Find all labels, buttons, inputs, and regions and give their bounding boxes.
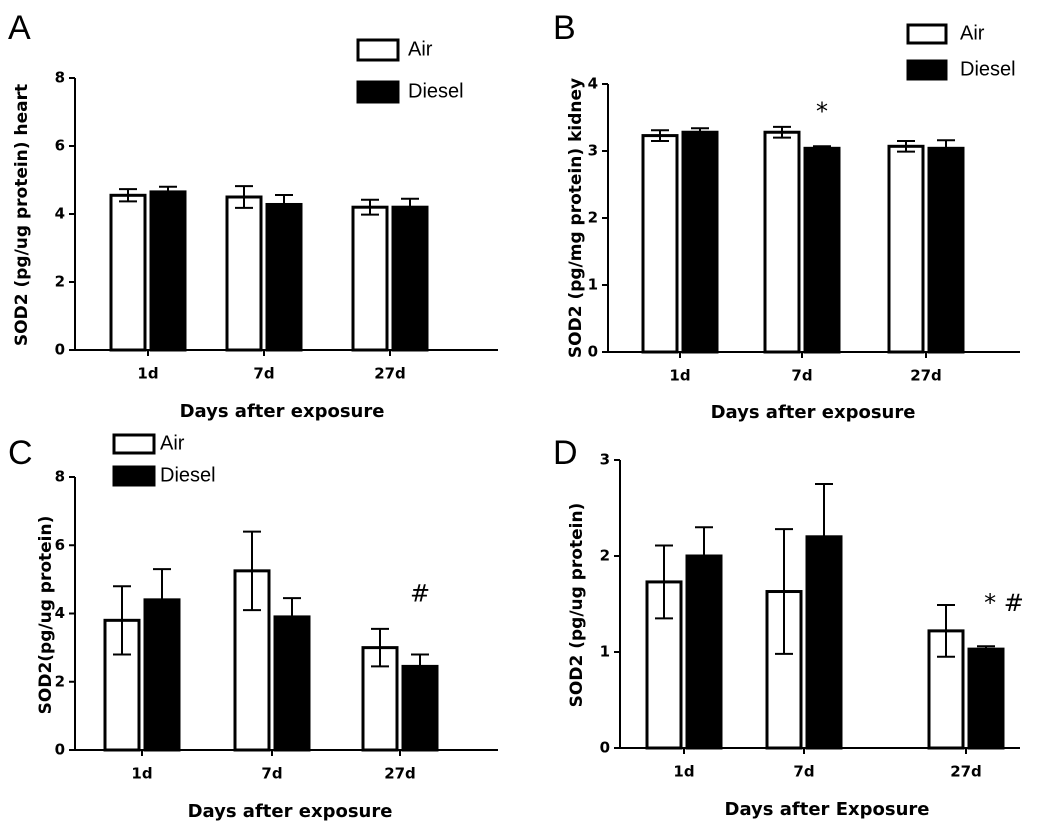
bar-air-7d xyxy=(225,195,263,352)
y-tick-label: 0 xyxy=(55,341,65,359)
legend-swatch-diesel xyxy=(112,465,156,487)
legend-label-diesel: Diesel xyxy=(960,58,1016,80)
x-tick-label: 1d xyxy=(673,763,694,781)
x-tick-label: 1d xyxy=(131,765,152,783)
legend: Air Diesel xyxy=(906,22,1016,81)
legend-swatch-diesel xyxy=(356,80,400,104)
bar-diesel-1d xyxy=(681,130,719,354)
panel-letter: C xyxy=(8,434,33,472)
x-tick-label: 27d xyxy=(374,365,406,383)
chart-panel-c: C 0 2 4 6 8 1d 7d 27d # Days after exposure SOD2(pg… xyxy=(8,432,498,822)
y-tick-label: 0 xyxy=(588,343,598,361)
y-tick-label: 6 xyxy=(55,137,65,155)
x-tick-label: 1d xyxy=(669,367,690,385)
legend: Air Diesel xyxy=(356,38,464,104)
y-tick-label: 1 xyxy=(600,643,610,661)
x-tick-label: 27d xyxy=(950,763,982,781)
legend-label-air: Air xyxy=(408,38,433,60)
x-tick-label: 7d xyxy=(793,763,814,781)
bar-diesel-7d xyxy=(803,146,841,354)
bar-diesel-27d xyxy=(927,146,965,354)
legend-swatch-diesel xyxy=(906,59,948,81)
x-axis-label: Days after exposure xyxy=(711,402,916,423)
y-tick-label: 2 xyxy=(55,273,65,291)
legend-swatch-air xyxy=(906,23,948,45)
bar-diesel-27d xyxy=(401,664,439,752)
chart-panel-b: B 0 1 2 3 4 1d 7d 27d * Days after exposure SOD2 (p… xyxy=(553,9,1020,423)
legend-swatch-air xyxy=(112,433,156,455)
chart-panel-a: A 0 2 4 6 8 1d 7d 27d Days after exposure SOD2 (pg… xyxy=(8,9,498,422)
y-tick-label: 4 xyxy=(588,75,598,93)
y-tick-label: 6 xyxy=(55,536,65,554)
panel-letter: B xyxy=(553,9,576,47)
y-axis-label: SOD2(pg/ug protein) xyxy=(36,516,56,715)
x-tick-label: 1d xyxy=(137,365,158,383)
legend-label-air: Air xyxy=(160,432,185,454)
y-tick-label: 4 xyxy=(55,604,65,622)
x-tick-label: 7d xyxy=(253,365,274,383)
x-tick-label: 27d xyxy=(384,765,416,783)
y-tick-label: 2 xyxy=(588,209,598,227)
legend: Air Diesel xyxy=(112,432,216,487)
x-tick-label: 7d xyxy=(791,367,812,385)
bar-diesel-7d xyxy=(273,615,311,752)
bar-diesel-27d xyxy=(391,205,429,352)
bar-diesel-7d xyxy=(805,535,843,750)
x-tick-label: 7d xyxy=(261,765,282,783)
annotation-asterisk: * xyxy=(816,97,828,125)
y-tick-label: 2 xyxy=(55,672,65,690)
y-tick-label: 0 xyxy=(55,741,65,759)
y-tick-label: 4 xyxy=(55,205,65,223)
y-tick-label: 2 xyxy=(600,547,610,565)
bar-air-7d xyxy=(763,130,801,354)
panel-letter: D xyxy=(553,434,578,472)
bar-diesel-1d xyxy=(149,190,187,352)
y-tick-label: 3 xyxy=(600,451,610,469)
bar-air-27d xyxy=(351,205,389,352)
y-axis-label: SOD2 (pg/ug protein) heart xyxy=(12,84,32,346)
panel-letter: A xyxy=(8,9,31,47)
legend-label-air: Air xyxy=(960,22,985,44)
bar-diesel-7d xyxy=(265,202,303,352)
bar-air-27d xyxy=(887,144,925,354)
y-tick-label: 3 xyxy=(588,142,598,160)
y-axis-label: SOD2 (pg/mg protein) kidney xyxy=(566,78,586,358)
x-tick-label: 27d xyxy=(910,367,942,385)
bar-air-1d xyxy=(109,193,147,352)
y-tick-label: 1 xyxy=(588,276,598,294)
bar-diesel-1d xyxy=(685,554,723,750)
annotation-asterisk: * # xyxy=(984,589,1024,617)
bar-diesel-27d xyxy=(967,647,1005,750)
legend-label-diesel: Diesel xyxy=(408,80,464,102)
bar-air-1d xyxy=(641,134,679,354)
bar-diesel-1d xyxy=(143,598,181,752)
x-axis-label: Days after exposure xyxy=(188,801,393,822)
legend-label-diesel: Diesel xyxy=(160,464,216,486)
y-tick-label: 8 xyxy=(55,468,65,486)
y-tick-label: 8 xyxy=(55,69,65,87)
y-axis-label: SOD2 (pg/ug protein) xyxy=(567,503,587,708)
annotation-hash: # xyxy=(410,579,430,607)
chart-panel-d: D 0 1 2 3 1d 7d 27d * # Days after Exposure SOD2 (… xyxy=(553,434,1024,820)
y-tick-label: 0 xyxy=(600,739,610,757)
legend-swatch-air xyxy=(356,38,400,62)
x-axis-label: Days after Exposure xyxy=(725,799,930,820)
x-axis-label: Days after exposure xyxy=(180,401,385,422)
